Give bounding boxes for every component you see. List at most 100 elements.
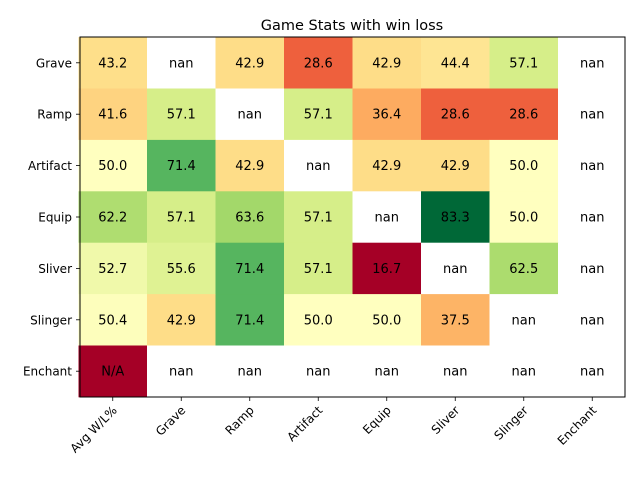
cell-label-r6-c1: nan (169, 365, 193, 380)
heatmap-cell-r2-c7 (558, 139, 627, 192)
heatmap-cell-r4-c4 (352, 242, 422, 295)
cell-label-r5-c7: nan (580, 313, 604, 328)
cell-label-r3-c2: 63.6 (235, 211, 264, 226)
heatmap-cell-r1-c6 (489, 88, 559, 141)
heatmap-cell-r4-c1 (147, 242, 216, 295)
heatmap-cell-r0-c0 (78, 37, 148, 89)
cell-label-r5-c5: 37.5 (441, 313, 470, 328)
cell-label-r1-c2: nan (238, 108, 262, 123)
cell-label-r1-c6: 28.6 (509, 108, 538, 123)
heatmap-cell-r1-c3 (284, 88, 353, 141)
cell-label-r1-c7: nan (580, 108, 604, 123)
heatmap-cell-r0-c3 (284, 37, 353, 89)
y-tick-label: Sliver (38, 262, 72, 276)
heatmap-cell-r3-c1 (147, 191, 216, 244)
heatmap-cell-r3-c0 (78, 191, 148, 244)
chart-title: Game Stats with win loss (261, 18, 443, 34)
heatmap-cell-r4-c3 (284, 242, 353, 295)
heatmap-cell-r2-c0 (78, 139, 148, 192)
heatmap-cell-r6-c6 (489, 345, 559, 398)
cell-label-r3-c5: 83.3 (441, 211, 470, 226)
cell-label-r6-c6: nan (512, 365, 536, 380)
cell-label-r5-c1: 42.9 (167, 313, 196, 328)
cell-label-r5-c0: 50.4 (98, 313, 127, 328)
cell-label-r4-c7: nan (580, 262, 604, 277)
cell-label-r1-c5: 28.6 (441, 108, 470, 123)
heatmap-cell-r3-c3 (284, 191, 353, 244)
x-tick-label: Slinger (491, 403, 531, 443)
heatmap-cell-r0-c2 (215, 37, 285, 89)
heatmap-cell-r6-c7 (558, 345, 627, 398)
heatmap-cell-r5-c0 (78, 294, 148, 346)
x-axis-ticks: Avg W/L% Grave Ramp Artifact Equip Sliver Slin… (68, 397, 600, 456)
heatmap-cell-r5-c3 (284, 294, 353, 346)
cell-label-r4-c2: 71.4 (235, 262, 264, 277)
heatmap-cell-r0-c5 (421, 37, 490, 89)
cell-label-r1-c4: 36.4 (372, 108, 401, 123)
y-tick-label: Slinger (30, 313, 72, 327)
cell-label-r0-c4: 42.9 (372, 56, 401, 71)
cell-label-r2-c3: nan (306, 159, 330, 174)
heatmap-cell-r1-c1 (147, 88, 216, 141)
cell-label-r1-c0: 41.6 (98, 108, 127, 123)
heatmap-cell-r2-c1 (147, 139, 216, 192)
heatmap-cell-r3-c6 (489, 191, 559, 244)
heatmap-cell-r6-c0 (78, 345, 148, 398)
heatmap-cell-r1-c4 (352, 88, 422, 141)
heatmap-cell-r4-c0 (78, 242, 148, 295)
cell-label-r0-c7: nan (580, 56, 604, 71)
cell-label-r2-c1: 71.4 (167, 159, 196, 174)
heatmap-cell-r5-c1 (147, 294, 216, 346)
cell-label-r5-c2: 71.4 (235, 313, 264, 328)
cell-label-r1-c3: 57.1 (304, 108, 333, 123)
x-tick-label: Enchant (555, 403, 600, 448)
heatmap-cell-r3-c4 (352, 191, 422, 244)
heatmap-cell-r6-c1 (147, 345, 216, 398)
cell-label-r0-c5: 44.4 (441, 56, 470, 71)
heatmap-cell-r5-c4 (352, 294, 422, 346)
heatmap-cell-r4-c2 (215, 242, 285, 295)
y-tick-label: Equip (38, 211, 72, 225)
x-tick-label: Avg W/L% (68, 403, 120, 455)
cell-label-r3-c1: 57.1 (167, 211, 196, 226)
heatmap-cell-r2-c3 (284, 139, 353, 192)
heatmap-cell-r2-c5 (421, 139, 490, 192)
cell-label-r3-c6: 50.0 (509, 211, 538, 226)
y-tick-label: Artifact (28, 159, 72, 173)
x-tick-label: Ramp (222, 403, 256, 437)
cell-label-r2-c6: 50.0 (509, 159, 538, 174)
heatmap-cell-r0-c4 (352, 37, 422, 89)
cell-label-r6-c3: nan (306, 365, 330, 380)
cell-label-r0-c2: 42.9 (235, 56, 264, 71)
heatmap-cells (78, 37, 627, 398)
heatmap-cell-r5-c6 (489, 294, 559, 346)
cell-label-r4-c5: nan (443, 262, 467, 277)
cell-label-r2-c2: 42.9 (235, 159, 264, 174)
cell-label-r6-c5: nan (443, 365, 467, 380)
cell-label-r0-c1: nan (169, 56, 193, 71)
y-tick-label: Ramp (37, 108, 72, 122)
heatmap-cell-r6-c4 (352, 345, 422, 398)
heatmap-cell-r6-c2 (215, 345, 285, 398)
cell-label-r4-c4: 16.7 (372, 262, 401, 277)
heatmap-cell-r4-c7 (558, 242, 627, 295)
heatmap-cell-r1-c7 (558, 88, 627, 141)
x-tick-label: Equip (360, 403, 394, 437)
cell-label-r3-c0: 62.2 (98, 211, 127, 226)
cell-label-r0-c6: 57.1 (509, 56, 538, 71)
heatmap-cell-r5-c7 (558, 294, 627, 346)
cell-label-r6-c0: N/A (101, 365, 124, 380)
cell-label-r0-c3: 28.6 (304, 56, 333, 71)
x-tick-label: Artifact (284, 403, 325, 444)
heatmap-cell-r1-c5 (421, 88, 490, 141)
x-tick-label: Grave (153, 403, 188, 438)
cell-label-r5-c6: nan (512, 313, 536, 328)
cell-label-r2-c5: 42.9 (441, 159, 470, 174)
cell-label-r3-c7: nan (580, 211, 604, 226)
cell-label-r4-c0: 52.7 (98, 262, 127, 277)
y-tick-label: Grave (36, 56, 72, 70)
cell-label-r2-c0: 50.0 (98, 159, 127, 174)
heatmap-cell-r3-c2 (215, 191, 285, 244)
cell-label-r4-c3: 57.1 (304, 262, 333, 277)
